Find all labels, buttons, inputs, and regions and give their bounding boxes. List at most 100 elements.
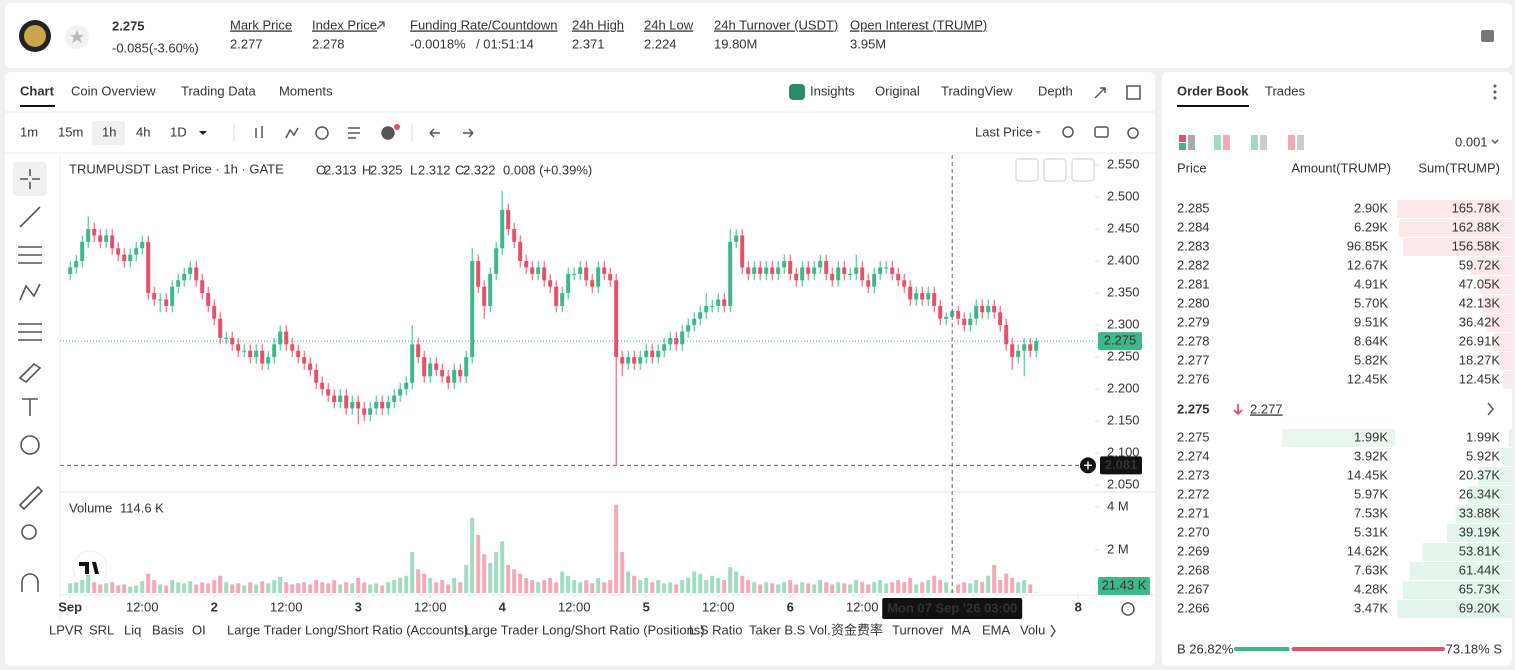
depth-bar — [1470, 257, 1512, 275]
price[interactable]: 2.267 — [1177, 581, 1210, 596]
volume-bar — [830, 584, 835, 593]
interval[interactable]: 4h — [136, 124, 150, 139]
magnet-tool[interactable] — [21, 573, 39, 592]
candle-body — [506, 209, 511, 230]
collapse-button[interactable] — [1043, 158, 1067, 182]
window-icon[interactable] — [1126, 85, 1141, 100]
view-tab[interactable]: Insights — [810, 83, 855, 98]
view-tab[interactable]: Depth — [1038, 83, 1073, 98]
candle-body — [362, 408, 367, 415]
indicator[interactable]: MA — [951, 622, 971, 637]
y-tick-label: 2.200 — [1107, 381, 1140, 396]
price[interactable]: 2.274 — [1177, 448, 1210, 463]
price[interactable]: 2.273 — [1177, 467, 1210, 482]
price[interactable]: 2.278 — [1177, 333, 1210, 348]
price[interactable]: 2.276 — [1177, 371, 1210, 386]
candle-body — [122, 254, 127, 262]
price[interactable]: 2.283 — [1177, 238, 1210, 253]
price[interactable]: 2.281 — [1177, 276, 1210, 291]
price[interactable]: 2.266 — [1177, 600, 1210, 615]
volume-bar — [566, 575, 571, 593]
crosshair-tool[interactable] — [20, 169, 40, 189]
price[interactable]: 2.269 — [1177, 543, 1210, 558]
chevron-icon[interactable] — [1487, 402, 1494, 416]
search-icon[interactable] — [1062, 126, 1074, 138]
chart-tab[interactable]: Chart — [20, 83, 55, 98]
interval[interactable]: 1m — [20, 124, 38, 139]
orderbook-tab[interactable]: Order Book — [1177, 83, 1249, 98]
indicator[interactable]: LPVR — [49, 622, 83, 637]
candle-type-icon[interactable] — [255, 126, 263, 138]
indicator[interactable]: 资金费率 — [831, 622, 883, 637]
price-source[interactable]: Last Price — [975, 124, 1033, 139]
more-indicators[interactable] — [1050, 624, 1056, 638]
brush-tool[interactable] — [18, 362, 42, 384]
measure-tool[interactable] — [18, 485, 44, 511]
candle-body — [170, 286, 175, 306]
orderbook-tab[interactable]: Trades — [1265, 83, 1305, 98]
scroll-button[interactable] — [1015, 158, 1039, 182]
chart-tab[interactable]: Trading Data — [181, 83, 256, 98]
reset-button[interactable] — [1071, 158, 1095, 182]
fib-tool[interactable] — [18, 323, 42, 341]
caret-icon[interactable] — [1491, 139, 1499, 145]
replay-icon[interactable] — [315, 126, 329, 140]
price[interactable]: 2.270 — [1177, 524, 1210, 539]
candle-body — [998, 312, 1003, 326]
interval[interactable]: 1h — [102, 124, 116, 139]
chart-tab[interactable]: Moments — [279, 83, 333, 98]
alert-icon[interactable] — [381, 126, 395, 140]
volume-bar — [884, 583, 889, 593]
price[interactable]: 2.282 — [1177, 257, 1210, 272]
indicator[interactable]: OI — [192, 622, 206, 637]
depth-bar — [1399, 219, 1512, 237]
price[interactable]: 2.279 — [1177, 314, 1210, 329]
interval[interactable]: 15m — [58, 124, 83, 139]
interval[interactable]: 1D — [170, 124, 187, 139]
candle-body — [932, 293, 937, 306]
volume-bar — [932, 575, 937, 593]
price[interactable]: 2.284 — [1177, 219, 1210, 234]
price[interactable]: 2.277 — [1177, 352, 1210, 367]
indicator[interactable]: Liq — [124, 622, 141, 637]
indicator[interactable]: Volu — [1020, 622, 1045, 637]
indicator[interactable]: EMA — [982, 622, 1011, 637]
line-tool[interactable] — [19, 206, 41, 228]
chart-settings-icon[interactable] — [1121, 602, 1135, 616]
price[interactable]: 2.272 — [1177, 486, 1210, 501]
price[interactable]: 2.285 — [1177, 200, 1210, 215]
channel-tool[interactable] — [18, 246, 42, 264]
zoom-tool[interactable] — [21, 524, 37, 540]
candle-body — [944, 316, 949, 319]
indicator[interactable]: Large Trader Long/Short Ratio (Accounts) — [227, 622, 468, 637]
indicator[interactable]: SRL — [89, 622, 114, 637]
emoji-tool[interactable] — [20, 435, 40, 455]
indicator[interactable]: Taker B.S Vol. — [749, 622, 831, 637]
settings-icon[interactable] — [1127, 127, 1139, 139]
indicator[interactable]: Basis — [152, 622, 184, 637]
candle-body — [830, 273, 835, 281]
view-tab[interactable]: Original — [875, 83, 920, 98]
layout-icon[interactable] — [1481, 30, 1494, 42]
undo-icon[interactable] — [429, 128, 440, 138]
precision[interactable]: 0.001 — [1455, 134, 1488, 149]
indicator-icon[interactable] — [285, 127, 299, 139]
indicator[interactable]: Turnover — [892, 622, 944, 637]
template-icon[interactable] — [348, 127, 360, 139]
candle-body — [260, 350, 265, 364]
snapshot-icon[interactable] — [1094, 126, 1109, 138]
price[interactable]: 2.268 — [1177, 562, 1210, 577]
price[interactable]: 2.271 — [1177, 505, 1210, 520]
price[interactable]: 2.275 — [1177, 429, 1210, 444]
candle-body — [872, 273, 877, 287]
indicator[interactable]: L.S Ratio — [689, 622, 742, 637]
chart-tab[interactable]: Coin Overview — [71, 83, 156, 98]
redo-icon[interactable] — [463, 128, 474, 138]
fullscreen-icon[interactable] — [1094, 87, 1106, 99]
text-tool[interactable] — [22, 398, 38, 416]
view-tab[interactable]: TradingView — [941, 83, 1013, 98]
pattern-tool[interactable] — [19, 283, 41, 301]
indicator[interactable]: Large Trader Long/Short Ratio (Positions… — [464, 622, 705, 637]
price[interactable]: 2.280 — [1177, 295, 1210, 310]
amount: 5.31K — [1354, 524, 1388, 539]
